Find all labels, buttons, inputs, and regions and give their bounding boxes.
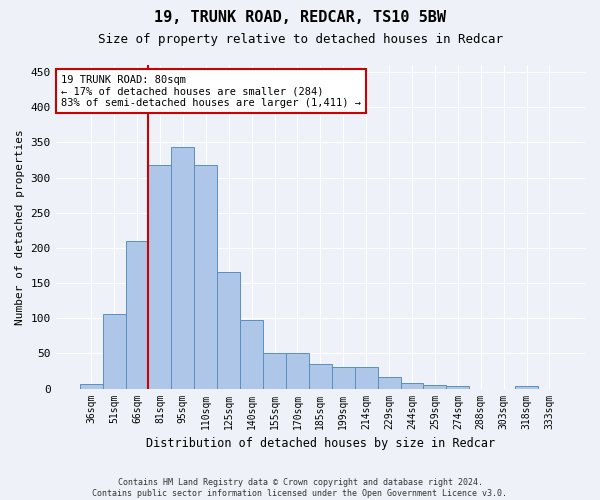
Bar [446, 386, 469, 388]
Bar [263, 354, 286, 388]
Bar [332, 368, 355, 388]
Bar [377, 378, 401, 388]
Bar [355, 368, 377, 388]
Bar [240, 320, 263, 388]
Bar [125, 241, 148, 388]
Bar [80, 384, 103, 388]
Bar [309, 364, 332, 388]
Bar [286, 354, 309, 388]
Bar [194, 165, 217, 388]
Bar [172, 148, 194, 388]
X-axis label: Distribution of detached houses by size in Redcar: Distribution of detached houses by size … [146, 437, 495, 450]
Bar [515, 386, 538, 388]
Text: 19, TRUNK ROAD, REDCAR, TS10 5BW: 19, TRUNK ROAD, REDCAR, TS10 5BW [154, 10, 446, 25]
Text: Contains HM Land Registry data © Crown copyright and database right 2024.
Contai: Contains HM Land Registry data © Crown c… [92, 478, 508, 498]
Bar [103, 314, 125, 388]
Bar [148, 165, 172, 388]
Bar [424, 385, 446, 388]
Bar [401, 383, 424, 388]
Y-axis label: Number of detached properties: Number of detached properties [15, 129, 25, 324]
Text: 19 TRUNK ROAD: 80sqm
← 17% of detached houses are smaller (284)
83% of semi-deta: 19 TRUNK ROAD: 80sqm ← 17% of detached h… [61, 74, 361, 108]
Text: Size of property relative to detached houses in Redcar: Size of property relative to detached ho… [97, 32, 503, 46]
Bar [217, 272, 240, 388]
